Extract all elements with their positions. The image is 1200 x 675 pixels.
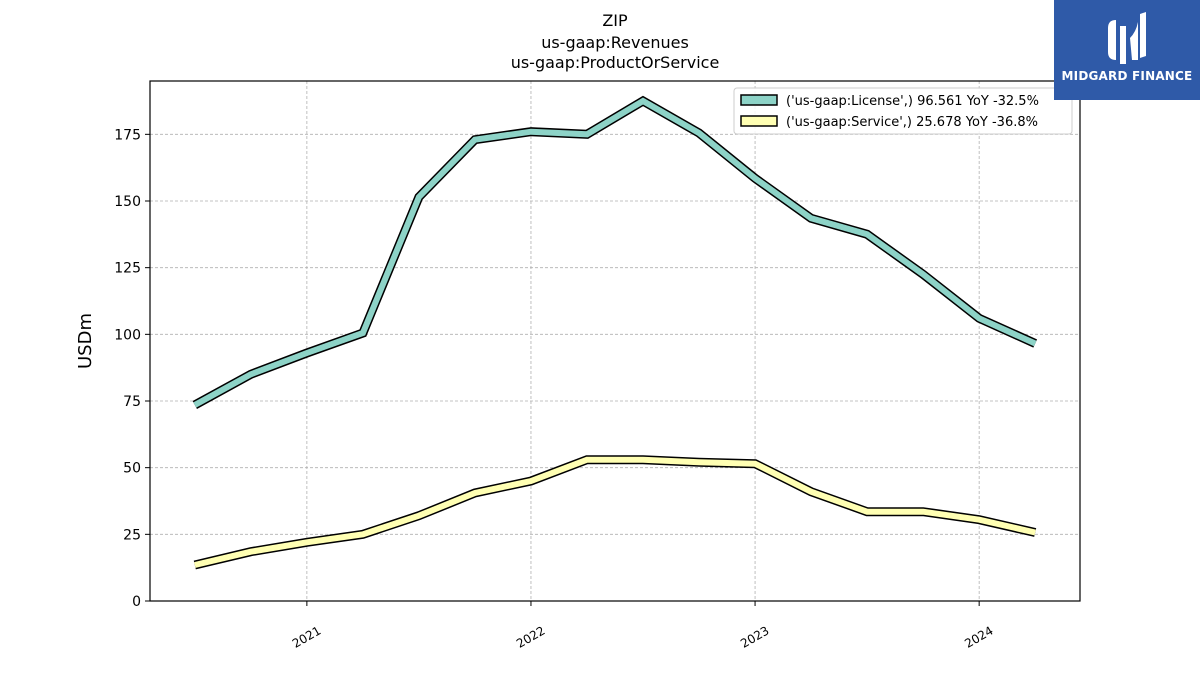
logo-mark-icon [1108,12,1146,64]
logo-text: MIDGARD FINANCE [1061,69,1193,83]
legend-swatch-0 [740,94,778,106]
midgard-finance-logo: MIDGARD FINANCE [1054,0,1200,100]
legend-box [733,87,1073,135]
legend-swatch-1 [740,115,778,127]
chart-title-line-3: us-gaap:ProductOrService [511,53,720,72]
x-tick-label: 2023 [738,623,771,650]
y-axis-label: USDm [75,313,96,369]
y-axis: 0 25 50 75 100 125 150 175 [114,127,150,610]
y-tick-label: 0 [132,594,141,610]
x-tick-label: 2024 [962,623,995,650]
chart-title: ZIP us-gaap:Revenues us-gaap:ProductOrSe… [511,11,720,72]
x-tick-label: 2021 [290,623,323,650]
series-outline-0 [192,95,1038,409]
y-tick-label: 100 [114,327,141,343]
series-line-0 [193,97,1037,408]
series-lines [192,95,1038,570]
y-tick-label: 50 [123,461,141,477]
y-tick-label: 25 [123,527,141,543]
y-tick-label: 175 [114,127,141,143]
x-axis: 2021 2022 2023 2024 [290,601,996,651]
y-tick-label: 75 [123,394,141,410]
legend-label-0: ('us-gaap:License',) 96.561 YoY -32.5% [786,94,1039,109]
series-line-1 [194,456,1036,568]
legend: ('us-gaap:License',) 96.561 YoY -32.5% ('… [733,87,1073,135]
chart-title-line-2: us-gaap:Revenues [541,33,689,52]
y-tick-label: 125 [114,261,141,277]
grid-lines [150,81,1080,602]
chart-title-line-1: ZIP [602,11,628,30]
legend-label-1: ('us-gaap:Service',) 25.678 YoY -36.8% [786,115,1038,130]
x-tick-label: 2022 [514,623,547,650]
y-tick-label: 150 [114,194,141,210]
plot-frame [149,80,1081,602]
